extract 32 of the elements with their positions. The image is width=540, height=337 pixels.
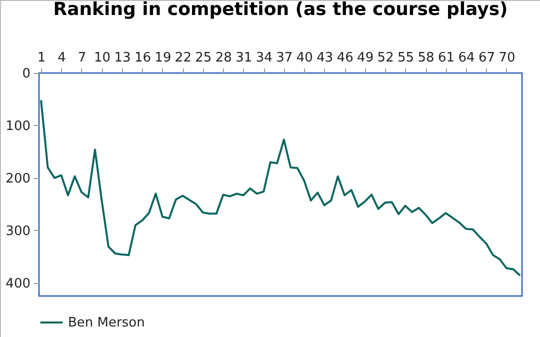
x-tick-label: 22 — [174, 50, 192, 66]
x-tick-label: 55 — [398, 50, 414, 66]
x-tick-label: 43 — [316, 50, 334, 66]
x-tick-label: 25 — [195, 50, 212, 66]
x-tick-label: 34 — [256, 50, 272, 66]
line-series — [40, 99, 521, 277]
y-tick-label: 0 — [22, 66, 30, 82]
x-tick-label: 7 — [78, 50, 86, 66]
x-tick-label: 46 — [336, 50, 354, 66]
chart-title: Ranking in competition (as the course plays) — [53, 0, 508, 20]
x-tick-label: 52 — [377, 50, 394, 66]
x-tick-label: 1 — [37, 50, 46, 66]
x-tick-label: 37 — [276, 50, 293, 66]
x-tick-label: 4 — [58, 50, 66, 66]
x-tick-label: 61 — [438, 50, 455, 66]
x-tick-label: 70 — [498, 50, 516, 66]
x-tick-label: 49 — [357, 50, 374, 66]
x-tick-label: 10 — [94, 50, 111, 66]
x-tick-label: 28 — [215, 50, 232, 66]
x-tick-label: 58 — [418, 50, 434, 66]
x-tick-label: 67 — [478, 50, 496, 66]
x-tick-label: 19 — [154, 50, 172, 66]
x-tick-label: 40 — [296, 50, 313, 66]
y-tick-label: 100 — [6, 118, 30, 134]
x-tick-label: 13 — [114, 50, 131, 66]
y-tick-label: 400 — [6, 276, 30, 292]
legend-label: Ben Merson — [68, 316, 145, 330]
x-tick-label: 16 — [134, 50, 151, 66]
y-tick-label: 300 — [6, 224, 30, 239]
x-tick-label: 31 — [236, 50, 252, 66]
y-tick-label: 200 — [6, 171, 30, 186]
x-tick-label: 64 — [458, 50, 475, 66]
